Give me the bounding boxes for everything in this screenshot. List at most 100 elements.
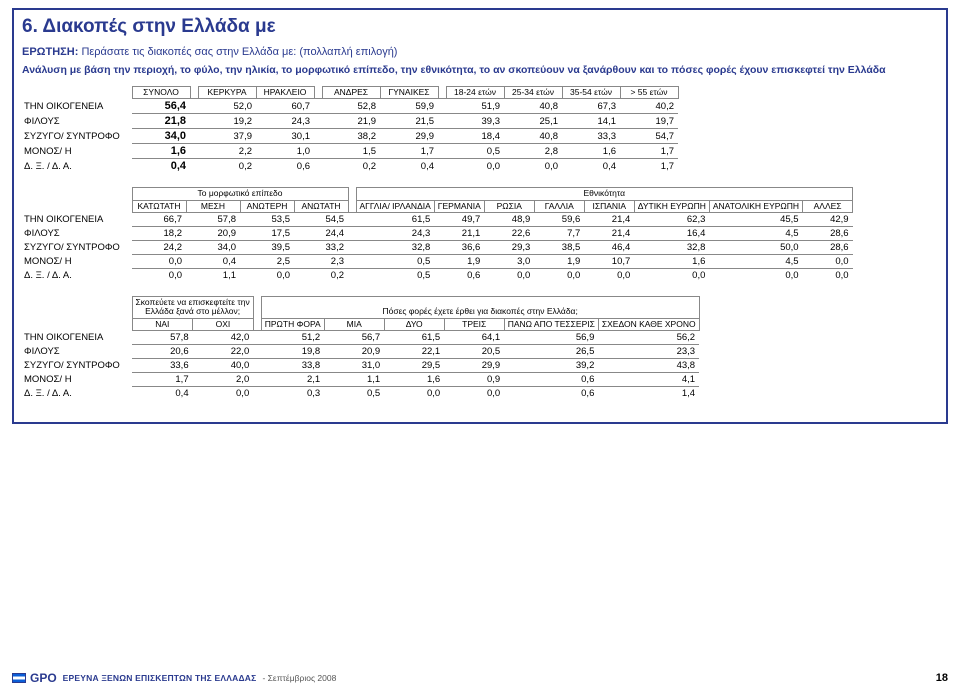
data-cell: 1,7: [620, 144, 678, 159]
col-header: ΚΑΤΩΤΑΤΗ: [132, 200, 186, 212]
data-cell: 50,0: [709, 241, 802, 255]
data-cell: 22,6: [484, 227, 534, 241]
data-cell: 37,9: [198, 129, 256, 144]
data-cell: 0,0: [193, 387, 254, 401]
col-header: ΜΙΑ: [324, 318, 384, 330]
data-cell: 2,5: [240, 255, 294, 269]
col-header: ΚΕΡΚΥΡΑ: [198, 87, 256, 99]
data-cell: 20,5: [444, 345, 504, 359]
col-header: ΣΥΝΟΛΟ: [132, 87, 190, 99]
data-cell: 7,7: [534, 227, 584, 241]
data-cell: 1,6: [132, 144, 190, 159]
data-cell: 1,7: [620, 159, 678, 174]
data-cell: 51,9: [446, 99, 504, 114]
data-cell: 24,3: [356, 227, 434, 241]
row-label: Δ. Ξ. / Δ. Α.: [22, 269, 132, 283]
data-cell: 40,8: [504, 99, 562, 114]
data-cell: 45,5: [709, 213, 802, 227]
data-cell: 20,6: [132, 345, 193, 359]
data-cell: 17,5: [240, 227, 294, 241]
data-cell: 2,3: [294, 255, 348, 269]
col-header: ΗΡΑΚΛΕΙΟ: [256, 87, 314, 99]
data-cell: 0,0: [484, 269, 534, 283]
data-cell: 1,0: [256, 144, 314, 159]
analysis-line: Ανάλυση με βάση την περιοχή, το φύλο, τη…: [22, 64, 938, 76]
data-cell: 1,1: [324, 373, 384, 387]
data-cell: 33,6: [132, 359, 193, 373]
data-cell: 56,9: [504, 331, 598, 345]
data-cell: 61,5: [356, 213, 434, 227]
survey-title: ΕΡΕΥΝΑ ΞΕΝΩΝ ΕΠΙΣΚΕΠΤΩΝ ΤΗΣ ΕΛΛΑΔΑΣ: [63, 673, 257, 683]
data-cell: 21,4: [584, 227, 634, 241]
data-cell: 2,2: [198, 144, 256, 159]
data-cell: 0,9: [444, 373, 504, 387]
col-header: ΑΛΛΕΣ: [803, 200, 853, 212]
col-header: ΠΑΝΩ ΑΠΟ ΤΕΣΣΕΡΙΣ: [504, 318, 598, 330]
data-cell: 26,5: [504, 345, 598, 359]
data-cell: 10,7: [584, 255, 634, 269]
row-label: ΜΟΝΟΣ/ Η: [22, 373, 132, 387]
row-label: ΜΟΝΟΣ/ Η: [22, 144, 132, 159]
data-cell: 0,2: [294, 269, 348, 283]
data-cell: 24,2: [132, 241, 186, 255]
data-cell: 51,2: [261, 331, 324, 345]
data-cell: 29,9: [380, 129, 438, 144]
data-cell: 61,5: [384, 331, 444, 345]
data-cell: 52,0: [198, 99, 256, 114]
data-cell: 0,6: [434, 269, 484, 283]
data-cell: 0,6: [256, 159, 314, 174]
data-cell: 56,4: [132, 99, 190, 114]
data-cell: 28,6: [803, 241, 853, 255]
data-cell: 0,4: [132, 387, 193, 401]
data-cell: 22,1: [384, 345, 444, 359]
col-header: ΓΑΛΛΙΑ: [534, 200, 584, 212]
main-frame: 6. Διακοπές στην Ελλάδα με ΕΡΩΤΗΣΗ: Περά…: [12, 8, 948, 424]
data-cell: 1,9: [534, 255, 584, 269]
data-cell: 52,8: [322, 99, 380, 114]
data-cell: 0,4: [562, 159, 620, 174]
data-cell: 30,1: [256, 129, 314, 144]
data-cell: 33,3: [562, 129, 620, 144]
data-cell: 23,3: [598, 345, 699, 359]
data-cell: 56,7: [324, 331, 384, 345]
question-label: ΕΡΩΤΗΣΗ:: [22, 46, 78, 58]
table-education-ethnicity: Το μορφωτικό επίπεδοΕθνικότητα ΚΑΤΩΤΑΤΗΜ…: [22, 187, 853, 282]
data-cell: 0,0: [634, 269, 709, 283]
data-cell: 57,8: [186, 213, 240, 227]
col-header: ΑΝΩΤΑΤΗ: [294, 200, 348, 212]
data-cell: 19,2: [198, 114, 256, 129]
row-label: ΤΗΝ ΟΙΚΟΓΕΝΕΙΑ: [22, 99, 132, 114]
data-cell: 0,0: [444, 387, 504, 401]
col-header: 18-24 ετών: [446, 87, 504, 99]
data-cell: 2,8: [504, 144, 562, 159]
data-cell: 0,4: [380, 159, 438, 174]
data-cell: 1,6: [634, 255, 709, 269]
data-cell: 1,5: [322, 144, 380, 159]
flag-icon: [12, 673, 26, 683]
data-cell: 32,8: [634, 241, 709, 255]
col-header: ΔΥΟ: [384, 318, 444, 330]
row-label: ΦΙΛΟΥΣ: [22, 114, 132, 129]
data-cell: 1,6: [384, 373, 444, 387]
data-cell: 40,8: [504, 129, 562, 144]
data-cell: 3,0: [484, 255, 534, 269]
row-label: ΣΥΖΥΓΟ/ ΣΥΝΤΡΟΦΟ: [22, 241, 132, 255]
data-cell: 4,1: [598, 373, 699, 387]
row-label: ΜΟΝΟΣ/ Η: [22, 255, 132, 269]
col-header: ΡΩΣΙΑ: [484, 200, 534, 212]
data-cell: 0,0: [240, 269, 294, 283]
data-cell: 40,0: [193, 359, 254, 373]
data-cell: 1,4: [598, 387, 699, 401]
data-cell: 1,1: [186, 269, 240, 283]
col-header: ΙΣΠΑΝΙΑ: [584, 200, 634, 212]
col-header: ΑΝΔΡΕΣ: [322, 87, 380, 99]
data-cell: 62,3: [634, 213, 709, 227]
col-header: 25-34 ετών: [504, 87, 562, 99]
col-header: ΟΧΙ: [193, 318, 254, 330]
data-cell: 64,1: [444, 331, 504, 345]
col-header: ΑΓΓΛΙΑ/ ΙΡΛΑΝΔΙΑ: [356, 200, 434, 212]
col-header: ΜΕΣΗ: [186, 200, 240, 212]
data-cell: 54,5: [294, 213, 348, 227]
survey-date: - Σεπτέμβριος 2008: [262, 673, 336, 683]
data-cell: 34,0: [132, 129, 190, 144]
